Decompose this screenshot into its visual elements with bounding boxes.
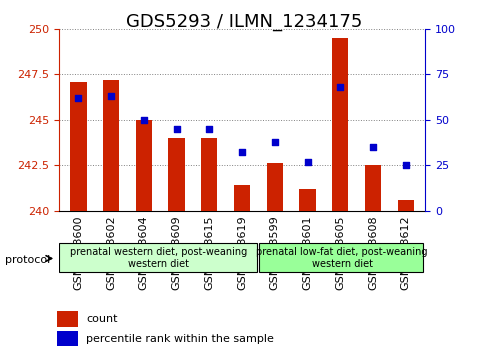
Point [368, 144, 376, 150]
Point [107, 93, 115, 99]
Point [401, 162, 409, 168]
Point [172, 126, 180, 132]
Text: prenatal western diet, post-weaning
western diet: prenatal western diet, post-weaning west… [70, 247, 247, 269]
Bar [168, 138, 184, 211]
Point [336, 84, 344, 90]
Bar [331, 38, 348, 211]
Bar [57, 311, 78, 327]
Text: GDS5293 / ILMN_1234175: GDS5293 / ILMN_1234175 [126, 13, 362, 31]
Point [270, 139, 278, 144]
Bar [397, 200, 413, 211]
Point [205, 126, 213, 132]
FancyBboxPatch shape [59, 243, 256, 272]
Text: protocol: protocol [5, 254, 50, 265]
Bar [70, 82, 86, 211]
FancyBboxPatch shape [259, 243, 423, 272]
Bar [233, 185, 250, 211]
Bar [299, 189, 315, 211]
Point [74, 95, 82, 101]
Bar [135, 120, 152, 211]
Text: prenatal low-fat diet, post-weaning
western diet: prenatal low-fat diet, post-weaning west… [256, 247, 427, 269]
Text: percentile rank within the sample: percentile rank within the sample [86, 334, 274, 344]
Bar [201, 138, 217, 211]
Point [238, 150, 245, 155]
Point [140, 117, 147, 123]
Point [303, 159, 311, 164]
Bar [57, 331, 78, 346]
Text: count: count [86, 314, 118, 324]
Bar [266, 163, 283, 211]
Bar [102, 80, 119, 211]
Bar [364, 165, 381, 211]
